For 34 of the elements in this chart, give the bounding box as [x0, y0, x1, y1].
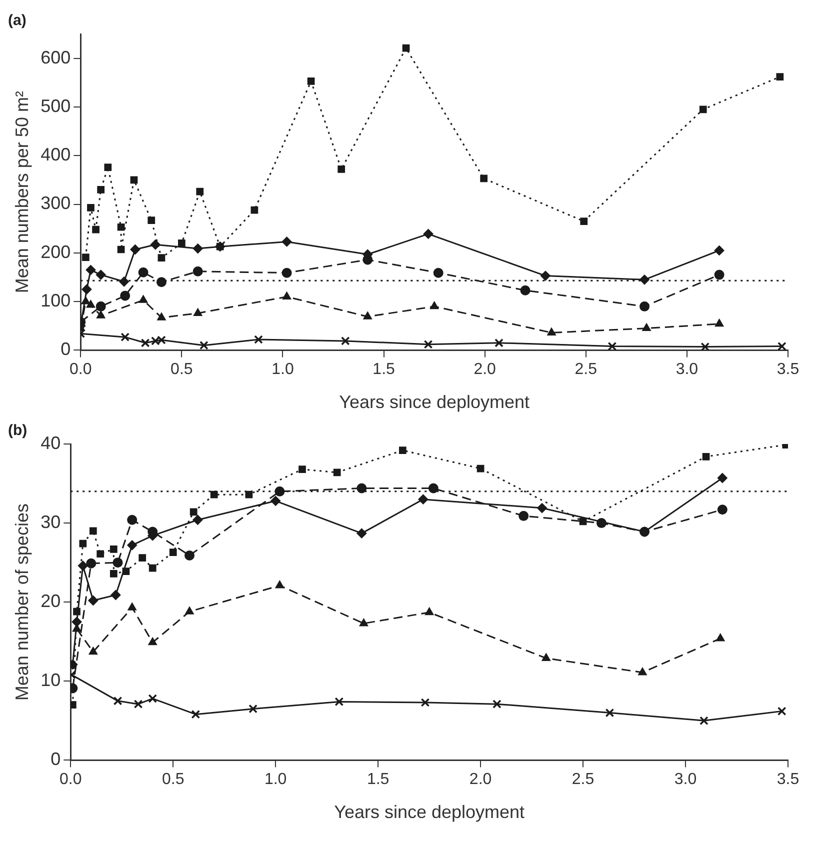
- x-tick-label: 1.5: [372, 361, 396, 378]
- y-axis-title: Mean number of species: [12, 504, 32, 701]
- y-axis-title: Mean numbers per 50 m²: [12, 91, 32, 294]
- x-tick-label: 2.5: [572, 771, 594, 788]
- y-tick-label: 0: [50, 749, 61, 770]
- x-tick-label: 1.0: [264, 771, 287, 788]
- x-tick-label: 0.5: [162, 771, 184, 788]
- x-axis-title: Years since deployment: [339, 392, 530, 412]
- y-tick-label: 500: [40, 96, 71, 116]
- x-tick-label: 3.5: [776, 361, 800, 378]
- chart-title: (a): [8, 12, 26, 30]
- y-tick-label: 30: [40, 512, 61, 532]
- y-tick-label: 20: [40, 591, 61, 612]
- x-tick-label: 0.0: [70, 361, 92, 378]
- x-tick-label: 3.0: [674, 771, 697, 788]
- y-tick-label: 200: [40, 242, 71, 262]
- chart-title: (b): [8, 422, 28, 440]
- y-tick-label: 0: [60, 339, 71, 360]
- x-tick-label: 2.0: [474, 361, 496, 378]
- x-tick-label: 0.5: [170, 361, 193, 378]
- x-tick-label: 0.0: [59, 771, 82, 788]
- x-tick-label: 3.5: [776, 771, 800, 788]
- y-tick-label: 300: [40, 193, 71, 214]
- y-tick-label: 600: [40, 47, 71, 68]
- y-tick-label: 10: [40, 670, 61, 690]
- x-tick-label: 2.5: [574, 361, 598, 378]
- x-tick-label: 1.0: [272, 361, 294, 378]
- y-tick-label: 400: [40, 144, 71, 165]
- y-tick-label: 40: [40, 432, 61, 453]
- x-tick-label: 2.0: [469, 771, 492, 788]
- y-tick-label: 100: [40, 290, 71, 311]
- x-tick-label: 3.0: [676, 361, 698, 378]
- x-tick-label: 1.5: [366, 771, 390, 788]
- x-axis-title: Years since deployment: [334, 802, 525, 822]
